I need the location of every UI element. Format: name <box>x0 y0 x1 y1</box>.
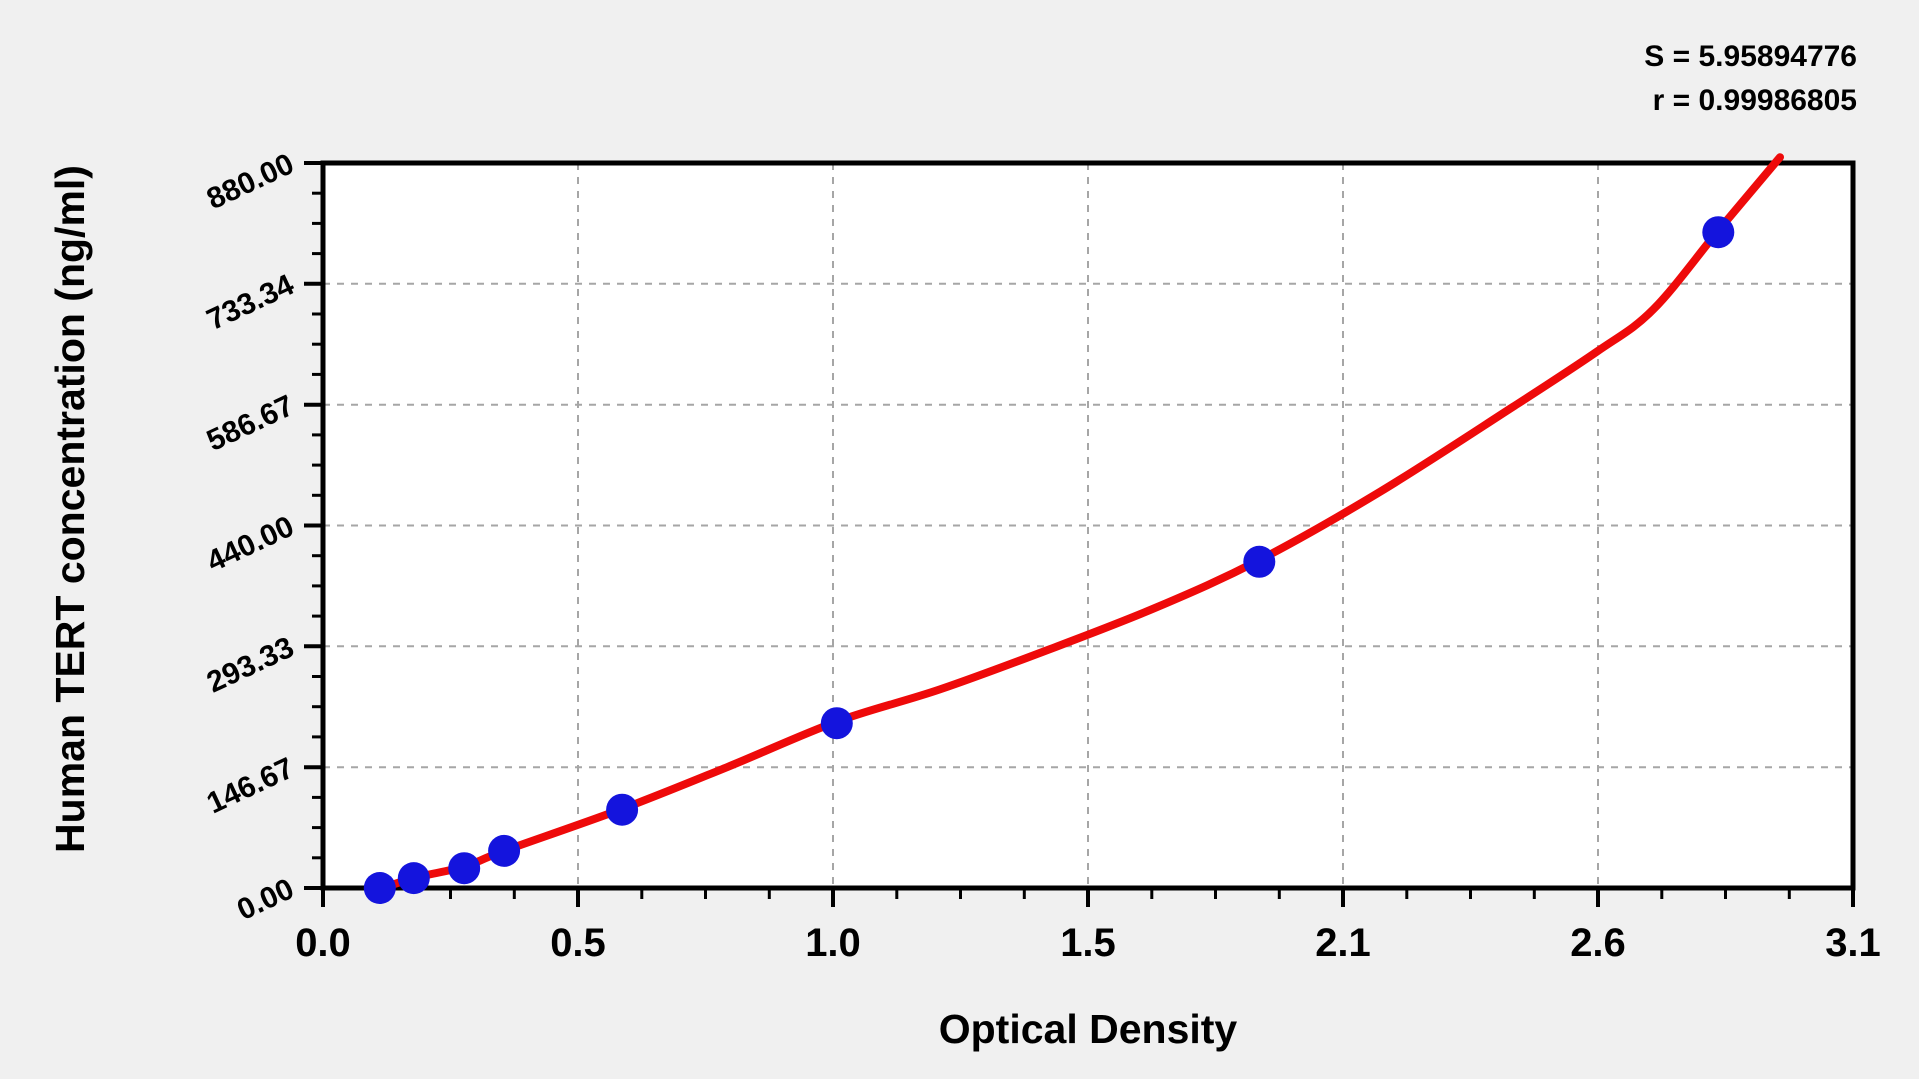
data-point <box>363 872 396 904</box>
fit-statistic-r: r = 0.99986805 <box>1652 84 1857 117</box>
x-tick-label: 0.5 <box>550 921 606 965</box>
data-point <box>1243 545 1276 578</box>
data-point <box>606 793 639 826</box>
data-point <box>448 852 481 885</box>
x-axis-title: Optical Density <box>938 1006 1238 1052</box>
fit-statistic-s: S = 5.95894776 <box>1644 40 1857 73</box>
y-tick-label: 146.67 <box>202 752 299 821</box>
x-tick-label: 0.0 <box>295 921 351 965</box>
gridlines <box>323 163 1853 888</box>
y-tick-label: 0.00 <box>232 872 299 927</box>
x-tick-label: 1.0 <box>805 921 861 965</box>
data-point <box>1702 216 1735 249</box>
y-tick-label: 586.67 <box>202 389 299 458</box>
y-tick-label: 733.34 <box>202 268 299 337</box>
y-tick-label: 440.00 <box>202 510 299 579</box>
y-tick-labels: 880.00 733.34 586.67 440.00 293.33 146.67 0.00 <box>202 147 299 927</box>
x-tick-label: 1.5 <box>1060 921 1116 965</box>
x-tick-label: 2.6 <box>1570 921 1626 965</box>
x-tick-labels: 0.0 0.5 1.0 1.5 2.1 2.6 3.1 <box>295 921 1881 965</box>
data-point <box>488 834 521 867</box>
x-tick-label: 3.1 <box>1825 921 1881 965</box>
data-point <box>820 707 853 740</box>
y-tick-label: 880.00 <box>202 147 299 216</box>
data-point <box>397 862 430 895</box>
data-points <box>363 216 1735 904</box>
y-tick-label: 293.33 <box>202 631 299 700</box>
x-tick-label: 2.1 <box>1315 921 1371 965</box>
regression-curve <box>368 153 1784 896</box>
plot-border <box>320 160 1856 891</box>
